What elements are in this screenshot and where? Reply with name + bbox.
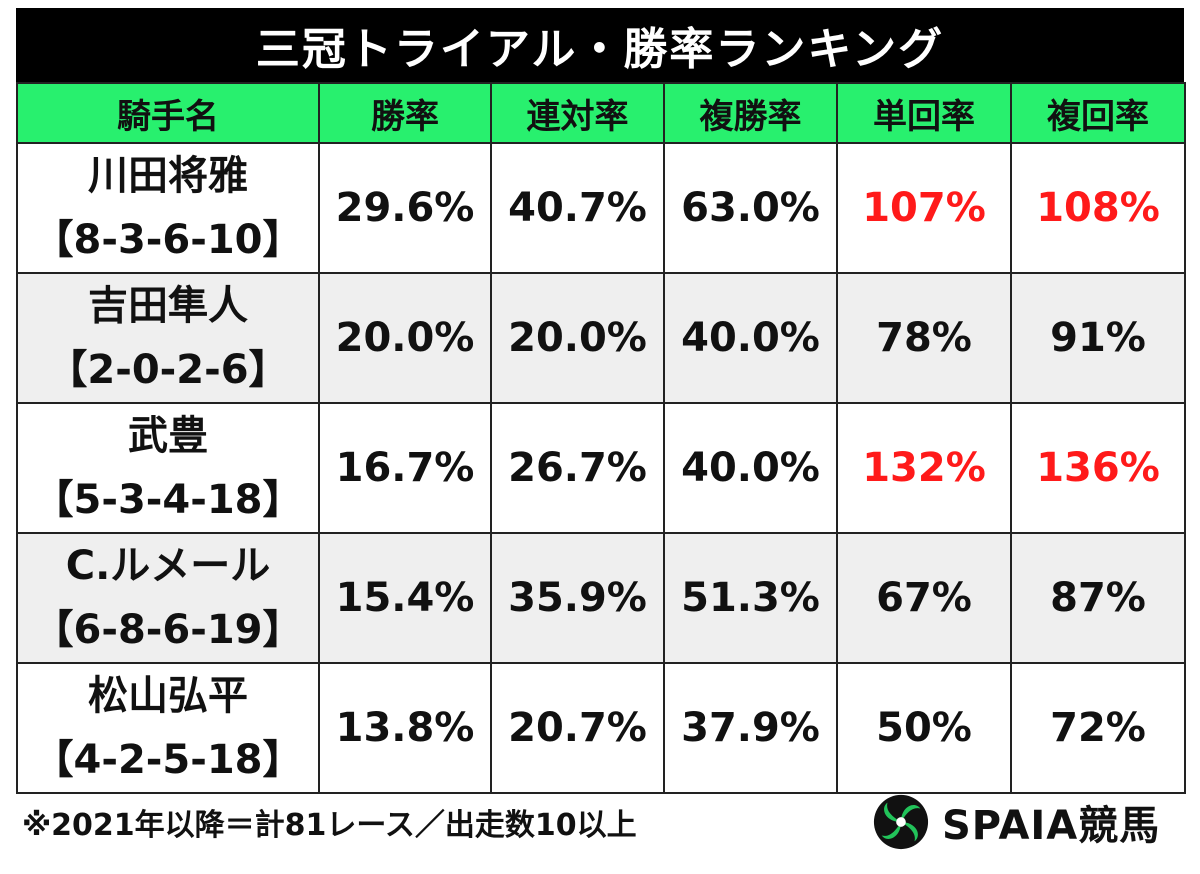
table-row: 武豊 【5-3-4-18】 16.7% 26.7% 40.0% 132% 136… bbox=[16, 402, 1186, 534]
place-rate-cell: 40.0% bbox=[663, 272, 838, 404]
table-header-row: 騎手名 勝率 連対率 複勝率 単回率 複回率 bbox=[16, 82, 1186, 144]
win-rate-cell: 16.7% bbox=[318, 402, 492, 534]
quinella-rate-cell: 26.7% bbox=[490, 402, 665, 534]
jockey-cell: 川田将雅 【8-3-6-10】 bbox=[16, 142, 320, 274]
quinella-rate-cell: 35.9% bbox=[490, 532, 665, 664]
jockey-record: 【5-3-4-18】 bbox=[33, 477, 303, 523]
jockey-cell: 武豊 【5-3-4-18】 bbox=[16, 402, 320, 534]
jockey-name: C.ルメール bbox=[65, 543, 271, 589]
footnote: ※2021年以降＝計81レース／出走数10以上 bbox=[22, 808, 637, 843]
win-return-cell: 132% bbox=[836, 402, 1012, 534]
place-return-cell: 91% bbox=[1010, 272, 1186, 404]
table-row: 松山弘平 【4-2-5-18】 13.8% 20.7% 37.9% 50% 72… bbox=[16, 662, 1186, 794]
header-jockey: 騎手名 bbox=[16, 82, 320, 144]
win-return-cell: 67% bbox=[836, 532, 1012, 664]
jockey-cell: C.ルメール 【6-8-6-19】 bbox=[16, 532, 320, 664]
header-quinella-rate: 連対率 bbox=[490, 82, 665, 144]
table-title: 三冠トライアル・勝率ランキング bbox=[16, 8, 1184, 82]
jockey-record: 【4-2-5-18】 bbox=[33, 737, 303, 783]
place-return-cell: 108% bbox=[1010, 142, 1186, 274]
header-place-rate: 複勝率 bbox=[663, 82, 838, 144]
win-rate-cell: 20.0% bbox=[318, 272, 492, 404]
ranking-table: 騎手名 勝率 連対率 複勝率 単回率 複回率 川田将雅 【8-3-6-10】 2… bbox=[16, 82, 1186, 794]
header-win-rate: 勝率 bbox=[318, 82, 492, 144]
jockey-record: 【6-8-6-19】 bbox=[33, 607, 303, 653]
jockey-cell: 松山弘平 【4-2-5-18】 bbox=[16, 662, 320, 794]
win-return-cell: 107% bbox=[836, 142, 1012, 274]
logo-text: SPAIA競馬 bbox=[942, 803, 1161, 849]
place-return-cell: 136% bbox=[1010, 402, 1186, 534]
jockey-record: 【8-3-6-10】 bbox=[33, 217, 303, 263]
jockey-cell: 吉田隼人 【2-0-2-6】 bbox=[16, 272, 320, 404]
jockey-name: 松山弘平 bbox=[88, 673, 248, 719]
place-return-cell: 72% bbox=[1010, 662, 1186, 794]
jockey-name: 武豊 bbox=[128, 413, 208, 459]
win-rate-cell: 15.4% bbox=[318, 532, 492, 664]
win-rate-cell: 13.8% bbox=[318, 662, 492, 794]
place-return-cell: 87% bbox=[1010, 532, 1186, 664]
quinella-rate-cell: 20.0% bbox=[490, 272, 665, 404]
jockey-name: 吉田隼人 bbox=[88, 283, 248, 329]
place-rate-cell: 63.0% bbox=[663, 142, 838, 274]
place-rate-cell: 40.0% bbox=[663, 402, 838, 534]
header-place-return: 複回率 bbox=[1010, 82, 1186, 144]
spaia-logo: SPAIA競馬 bbox=[872, 790, 1160, 854]
win-return-cell: 78% bbox=[836, 272, 1012, 404]
win-rate-cell: 29.6% bbox=[318, 142, 492, 274]
header-win-return: 単回率 bbox=[836, 82, 1012, 144]
quinella-rate-cell: 20.7% bbox=[490, 662, 665, 794]
quinella-rate-cell: 40.7% bbox=[490, 142, 665, 274]
table-row: C.ルメール 【6-8-6-19】 15.4% 35.9% 51.3% 67% … bbox=[16, 532, 1186, 664]
spaia-swirl-icon bbox=[873, 794, 929, 850]
place-rate-cell: 37.9% bbox=[663, 662, 838, 794]
win-return-cell: 50% bbox=[836, 662, 1012, 794]
table-row: 川田将雅 【8-3-6-10】 29.6% 40.7% 63.0% 107% 1… bbox=[16, 142, 1186, 274]
jockey-record: 【2-0-2-6】 bbox=[47, 347, 289, 393]
place-rate-cell: 51.3% bbox=[663, 532, 838, 664]
table-row: 吉田隼人 【2-0-2-6】 20.0% 20.0% 40.0% 78% 91% bbox=[16, 272, 1186, 404]
jockey-name: 川田将雅 bbox=[88, 153, 248, 199]
